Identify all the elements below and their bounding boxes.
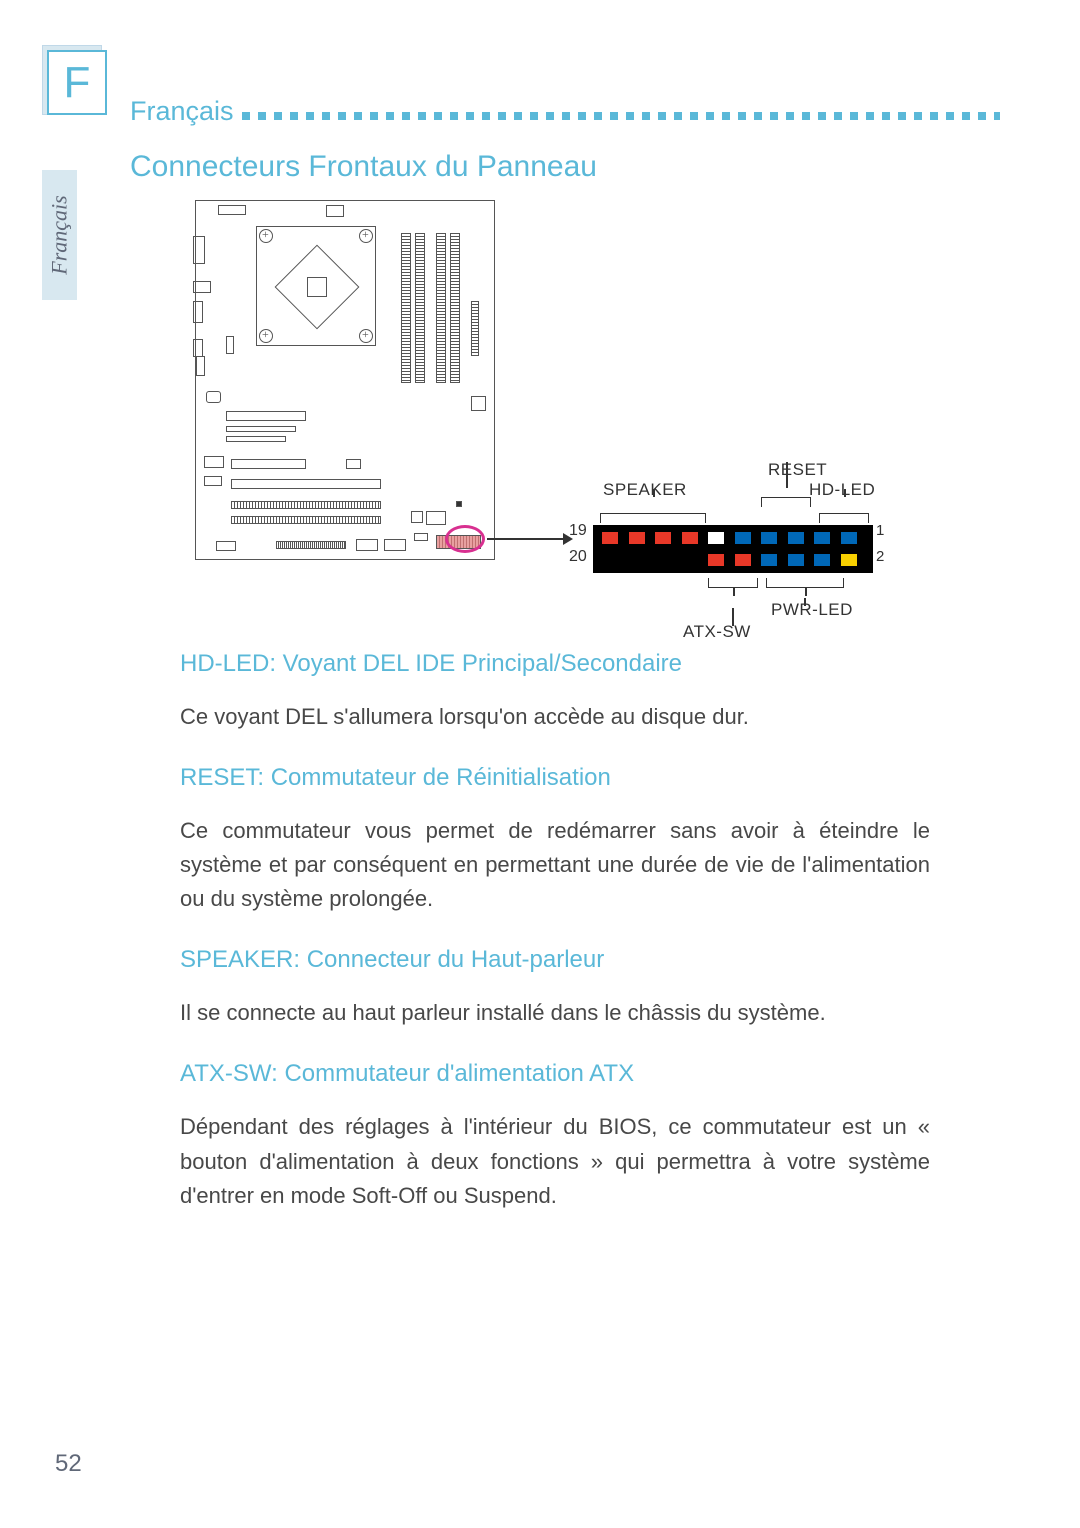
- chip: [471, 396, 486, 411]
- io-port: [193, 236, 205, 264]
- chip: [346, 459, 361, 469]
- pin-row-1: [601, 531, 858, 545]
- pin: [654, 553, 672, 567]
- pin: [601, 531, 619, 545]
- header-label: Français: [130, 96, 234, 127]
- ram-slot: [401, 233, 411, 383]
- io-port: [196, 356, 205, 376]
- pin-label-reset: RESET: [768, 460, 827, 480]
- subheading: HD-LED: Voyant DEL IDE Principal/Seconda…: [180, 650, 930, 678]
- chip: [204, 476, 222, 486]
- pin-num-1: 1: [876, 522, 884, 539]
- paragraph: Dépendant des réglages à l'intérieur du …: [180, 1110, 930, 1212]
- callout-ring: [445, 525, 485, 553]
- bracket-line: [804, 598, 806, 606]
- slot: [231, 501, 381, 509]
- cpu-die: [307, 277, 327, 297]
- cpu-socket: [256, 226, 376, 346]
- side-tab-label: Français: [47, 195, 73, 274]
- pin: [787, 531, 805, 545]
- motherboard-diagram: RESET SPEAKER HD-LED 19 20 1 2: [195, 200, 885, 625]
- pin: [628, 531, 646, 545]
- chapter-box: F: [47, 50, 107, 115]
- chip: [226, 336, 234, 354]
- bracket: [708, 578, 758, 588]
- pin: [734, 531, 752, 545]
- connector: [471, 301, 479, 356]
- port: [218, 205, 246, 215]
- chip: [414, 533, 428, 541]
- chip: [426, 511, 446, 525]
- pin: [601, 553, 619, 567]
- pci-slot: [231, 479, 381, 489]
- pci-slot: [231, 459, 306, 469]
- chip: [411, 511, 423, 523]
- chapter-letter: F: [64, 58, 91, 108]
- content-body: HD-LED: Voyant DEL IDE Principal/Seconda…: [180, 650, 930, 1213]
- ram-slot: [450, 233, 460, 383]
- pci-slot: [226, 436, 286, 442]
- pin-num-20: 20: [569, 548, 587, 566]
- subheading: RESET: Commutateur de Réinitialisation: [180, 764, 930, 792]
- chip: [456, 501, 462, 507]
- pin: [840, 531, 858, 545]
- chip: [356, 539, 378, 551]
- ram-slot: [415, 233, 425, 383]
- slot: [231, 516, 381, 524]
- paragraph: Ce voyant DEL s'allumera lorsqu'on accèd…: [180, 700, 930, 734]
- pin: [813, 553, 831, 567]
- pin: [681, 553, 699, 567]
- screw-icon: [359, 229, 373, 243]
- chip: [204, 456, 224, 468]
- ram-slot: [436, 233, 446, 383]
- pin: [628, 553, 646, 567]
- bracket: [819, 497, 869, 507]
- chip: [216, 541, 236, 551]
- subheading: SPEAKER: Connecteur du Haut-parleur: [180, 946, 930, 974]
- pci-slot: [226, 426, 296, 432]
- callout-line: [487, 538, 567, 540]
- pin: [707, 553, 725, 567]
- header-row: Français: [130, 96, 1000, 126]
- pin-block: [593, 525, 873, 573]
- bracket: [600, 497, 706, 507]
- io-port: [193, 281, 211, 293]
- pin-num-2: 2: [876, 548, 884, 565]
- paragraph: Ce commutateur vous permet de redémarrer…: [180, 814, 930, 916]
- bracket-line: [732, 608, 734, 626]
- io-port: [193, 301, 203, 323]
- section-title: Connecteurs Frontaux du Panneau: [130, 150, 597, 184]
- pin: [840, 553, 858, 567]
- port: [326, 205, 344, 217]
- pci-slot: [226, 411, 306, 421]
- pin: [813, 531, 831, 545]
- pin: [707, 531, 725, 545]
- chip: [384, 539, 406, 551]
- pin-diagram: RESET SPEAKER HD-LED 19 20 1 2: [573, 460, 878, 625]
- header: [276, 541, 346, 549]
- dotted-rule: [242, 112, 1000, 120]
- screw-icon: [359, 329, 373, 343]
- motherboard-outline: [195, 200, 495, 560]
- screw-icon: [259, 229, 273, 243]
- bracket: [766, 578, 844, 588]
- pin-label-atxsw: ATX-SW: [683, 622, 751, 642]
- pin: [681, 531, 699, 545]
- page-number: 52: [55, 1450, 82, 1478]
- pin-row-2: [601, 553, 858, 567]
- pin: [760, 531, 778, 545]
- pin: [787, 553, 805, 567]
- bracket: [761, 488, 811, 498]
- pin-label-pwrled: PWR-LED: [771, 600, 853, 620]
- pin: [760, 553, 778, 567]
- pin: [734, 553, 752, 567]
- io-port: [193, 339, 203, 357]
- screw-icon: [259, 329, 273, 343]
- io-port: [206, 391, 221, 403]
- side-tab: Français: [42, 170, 77, 300]
- pin: [654, 531, 672, 545]
- subheading: ATX-SW: Commutateur d'alimentation ATX: [180, 1060, 930, 1088]
- pin-num-19: 19: [569, 522, 587, 540]
- paragraph: Il se connecte au haut parleur installé …: [180, 996, 930, 1030]
